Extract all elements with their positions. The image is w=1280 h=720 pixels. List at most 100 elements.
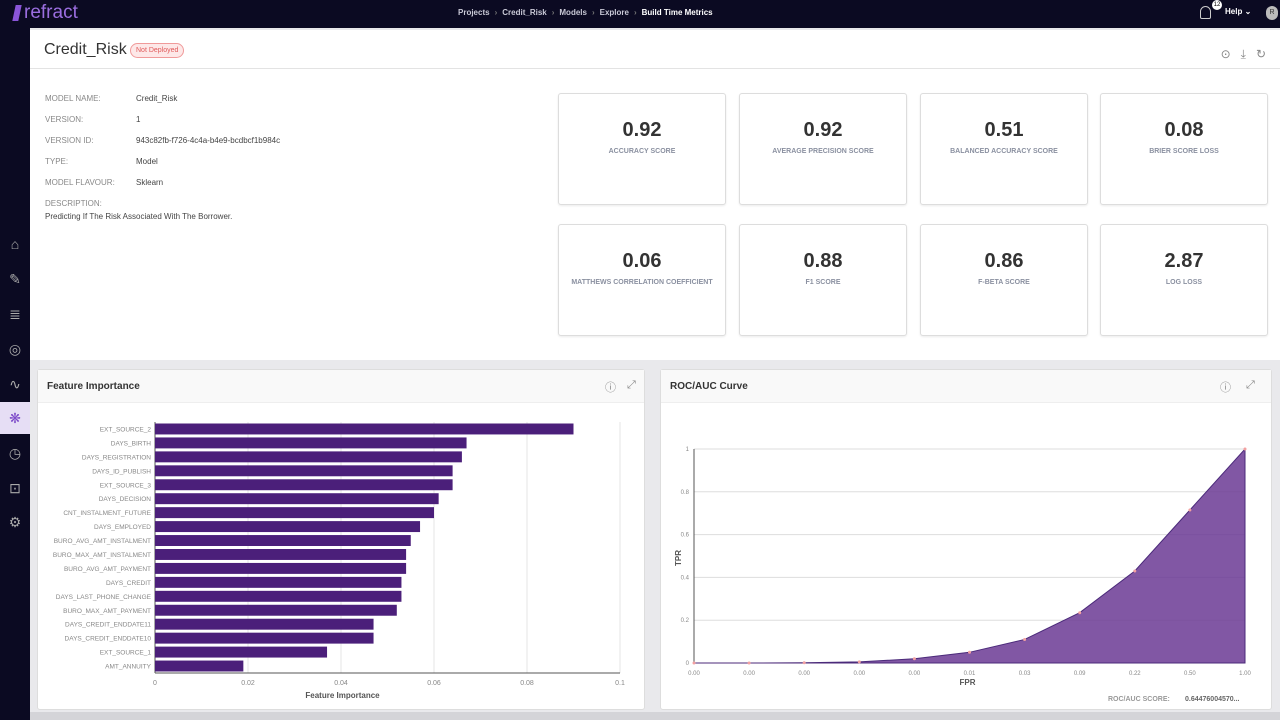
clock-icon[interactable]: ◷ bbox=[8, 444, 22, 461]
roc-area bbox=[694, 447, 1246, 664]
data-point bbox=[912, 657, 916, 661]
x-tick-label: 0.01 bbox=[964, 671, 976, 677]
breadcrumb: Projects › Credit_Risk › Models › Explore › … bbox=[458, 8, 713, 17]
data-point bbox=[1023, 637, 1027, 641]
y-tick-label: DAYS_DECISION bbox=[99, 496, 152, 503]
metric-card: 0.51 BALANCED ACCURACY SCORE bbox=[920, 93, 1088, 205]
aperture-icon[interactable]: ◎ bbox=[8, 340, 22, 357]
bell-icon[interactable] bbox=[1200, 6, 1211, 19]
bar bbox=[155, 632, 374, 644]
monitor-icon[interactable]: ⊡ bbox=[9, 479, 21, 496]
status-badge: Not Deployed bbox=[130, 43, 185, 58]
expand-icon[interactable]: ⤢ bbox=[627, 379, 636, 391]
page-title: Credit_Risk bbox=[44, 41, 127, 58]
graph-icon[interactable]: ∿ bbox=[9, 375, 21, 392]
feature-importance-panel: Feature Importance ⓘ ⤢ 0 0.02 0.04 0.06 0.08… bbox=[37, 369, 645, 710]
info-label: VERSION ID: bbox=[45, 136, 94, 145]
model-info: MODEL NAME: Credit_Risk VERSION: 1 VERSION… bbox=[45, 94, 280, 221]
metric-label: AVERAGE PRECISION SCORE bbox=[772, 148, 874, 155]
info-label: MODEL NAME: bbox=[45, 94, 101, 103]
y-tick-label: BURO_AVG_AMT_INSTALMENT bbox=[54, 538, 151, 545]
refract-logo[interactable]: refract bbox=[12, 2, 78, 24]
logo-text: refract bbox=[24, 2, 78, 23]
metric-card: 2.87 LOG LOSS bbox=[1100, 224, 1268, 336]
x-tick-label: 0.22 bbox=[1129, 671, 1141, 677]
info-icon[interactable]: ⓘ bbox=[605, 382, 616, 394]
metric-card: 0.08 BRIER SCORE LOSS bbox=[1100, 93, 1268, 205]
bar bbox=[155, 618, 374, 630]
data-point bbox=[1188, 508, 1192, 512]
data-point bbox=[802, 661, 806, 665]
x-tick-label: 0.09 bbox=[1074, 671, 1086, 677]
download-icon[interactable]: ⤓ bbox=[1240, 47, 1246, 61]
x-tick-label: 0.00 bbox=[688, 671, 700, 677]
info-label: VERSION: bbox=[45, 115, 84, 124]
refresh-icon[interactable]: ↻ bbox=[1255, 47, 1266, 61]
bar bbox=[155, 507, 434, 519]
metric-label: BRIER SCORE LOSS bbox=[1149, 148, 1219, 155]
breadcrumb-models[interactable]: Models bbox=[559, 8, 587, 17]
metric-label: BALANCED ACCURACY SCORE bbox=[950, 148, 1058, 155]
metric-card: 0.06 MATTHEWS CORRELATION COEFFICIENT bbox=[558, 224, 726, 336]
metric-label: MATTHEWS CORRELATION COEFFICIENT bbox=[571, 279, 713, 286]
model-icon[interactable]: ❋ bbox=[0, 402, 30, 434]
y-tick-label: BURO_MAX_AMT_PAYMENT bbox=[63, 608, 151, 615]
metric-label: LOG LOSS bbox=[1165, 279, 1203, 286]
y-tick-label: 0.4 bbox=[681, 575, 690, 581]
info-icon[interactable]: ⊙ bbox=[1220, 47, 1231, 61]
data-point bbox=[747, 661, 751, 665]
database-icon[interactable]: ≣ bbox=[9, 305, 21, 322]
info-icon[interactable]: ⓘ bbox=[1220, 382, 1231, 394]
y-tick-label: DAYS_CREDIT_ENDDATE11 bbox=[65, 622, 151, 629]
x-tick-label: 0.1 bbox=[615, 680, 625, 687]
data-point bbox=[1078, 611, 1082, 615]
x-tick-label: 0 bbox=[153, 680, 157, 687]
y-tick-label: DAYS_LAST_PHONE_CHANGE bbox=[56, 594, 152, 601]
bar bbox=[155, 590, 402, 602]
info-value: 943c82fb-f726-4c4a-b4e9-bcdbcf1b984c bbox=[136, 136, 281, 145]
y-tick-label: EXT_SOURCE_2 bbox=[100, 426, 152, 433]
x-tick-label: 0.00 bbox=[853, 671, 865, 677]
metric-label: F-BETA SCORE bbox=[978, 279, 1030, 286]
breadcrumb-explore[interactable]: Explore bbox=[599, 8, 629, 17]
sidebar: ⌂ ✎ ≣ ◎ ∿ ❋ ◷ ⊡ ⚙ bbox=[0, 28, 30, 720]
y-tick-label: 0.2 bbox=[681, 618, 690, 624]
avatar[interactable]: R bbox=[1266, 6, 1278, 20]
edit-icon[interactable]: ✎ bbox=[9, 270, 21, 287]
bar bbox=[155, 521, 421, 533]
info-label: MODEL FLAVOUR: bbox=[45, 178, 115, 187]
bar bbox=[155, 660, 244, 672]
help-label: Help bbox=[1225, 7, 1243, 16]
bar bbox=[155, 465, 453, 477]
horizontal-scrollbar[interactable] bbox=[30, 712, 1280, 720]
info-label: TYPE: bbox=[45, 157, 69, 166]
y-tick-label: EXT_SOURCE_1 bbox=[100, 650, 152, 657]
bar bbox=[155, 646, 328, 658]
bar bbox=[155, 451, 462, 463]
breadcrumb-current: Build Time Metrics bbox=[641, 8, 713, 17]
home-icon[interactable]: ⌂ bbox=[10, 236, 20, 252]
bar bbox=[155, 423, 574, 435]
info-value: Credit_Risk bbox=[136, 94, 178, 103]
bar bbox=[155, 604, 397, 616]
metric-label: F1 SCORE bbox=[805, 279, 841, 286]
breadcrumb-projects[interactable]: Projects bbox=[458, 8, 490, 17]
data-point bbox=[1243, 447, 1247, 451]
bar bbox=[155, 535, 411, 546]
metric-value: 0.92 bbox=[622, 119, 662, 141]
y-tick-label: AMT_ANNUITY bbox=[105, 664, 152, 671]
breadcrumb-credit-risk[interactable]: Credit_Risk bbox=[502, 8, 547, 17]
deploy-icon[interactable]: ⚙ bbox=[8, 513, 22, 530]
data-point bbox=[857, 660, 861, 664]
x-tick-label: 0.02 bbox=[241, 680, 255, 687]
y-tick-label: DAYS_CREDIT_ENDDATE10 bbox=[65, 636, 152, 643]
y-tick-label: DAYS_BIRTH bbox=[111, 440, 152, 447]
help-menu[interactable]: Help ⌄ bbox=[1225, 7, 1251, 16]
x-tick-label: 0.00 bbox=[798, 671, 810, 677]
roc-score-label: ROC/AUC SCORE: bbox=[1108, 696, 1170, 703]
description-value: Predicting If The Risk Associated With T… bbox=[45, 212, 233, 221]
chevron-down-icon: ⌄ bbox=[1244, 7, 1252, 16]
expand-icon[interactable]: ⤢ bbox=[1246, 379, 1255, 391]
metric-value: 0.92 bbox=[803, 119, 843, 141]
metric-card: 0.92 ACCURACY SCORE bbox=[558, 93, 726, 205]
